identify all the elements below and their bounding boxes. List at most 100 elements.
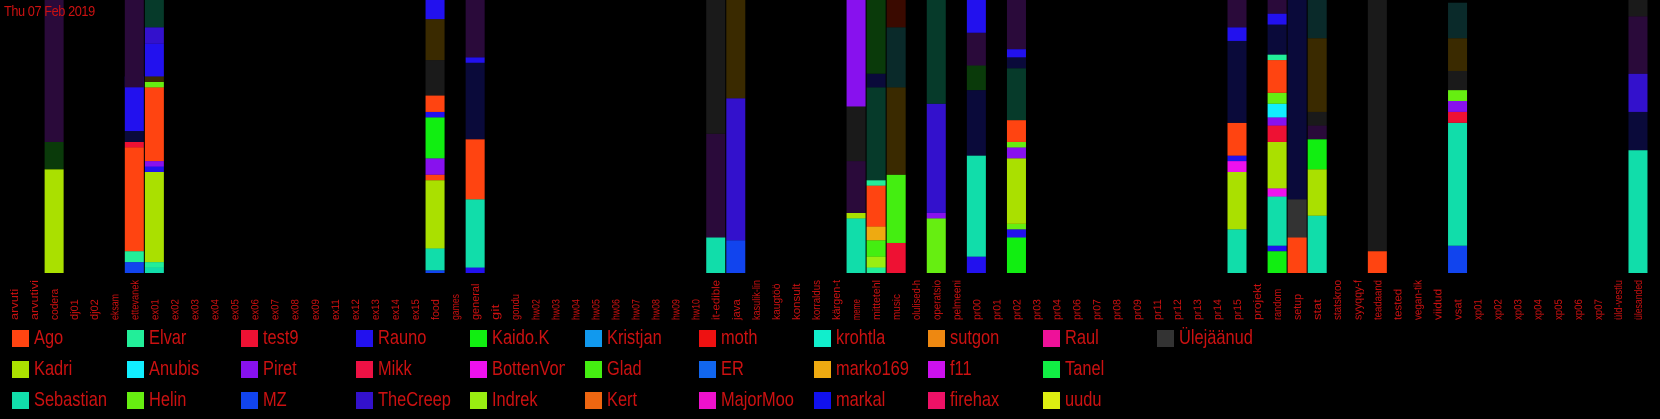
legend-swatch	[355, 391, 373, 409]
bar-segment	[886, 174, 906, 243]
x-tick-label: ex04	[210, 299, 222, 320]
bar-segment	[1227, 40, 1247, 123]
legend-label: moth	[721, 326, 758, 349]
bar-segment	[886, 87, 906, 175]
legend-item: Kaido.K	[470, 324, 581, 352]
legend-item: MajorMoopsy	[699, 386, 810, 414]
bar-segment	[1006, 120, 1026, 142]
bar-segment	[1227, 229, 1247, 273]
legend-item: Kert	[584, 386, 696, 414]
bar-segment	[866, 87, 886, 181]
x-tick-label: ex13	[370, 299, 382, 320]
bar-segment	[886, 0, 906, 28]
x-tick-label: pr13	[1192, 299, 1204, 320]
bar-segment	[846, 212, 866, 219]
legend-swatch	[126, 391, 144, 409]
x-tick-label: pr07	[1092, 299, 1104, 320]
bar-segment	[124, 76, 144, 132]
legend-swatch	[12, 360, 29, 378]
bar-segment	[706, 237, 726, 273]
x-tick-label: mittetehl	[871, 280, 883, 320]
x-tick-label: konsult	[791, 284, 803, 320]
bar-segment	[1448, 122, 1468, 246]
bar-segment	[846, 161, 866, 213]
legend-swatch	[584, 391, 602, 409]
bar-segment	[1006, 237, 1026, 273]
legend-swatch	[126, 329, 144, 347]
bar-segment	[1267, 0, 1287, 14]
legend-item: Rauno	[355, 324, 467, 352]
x-tick-label: eksam	[109, 294, 121, 320]
bar-segment	[144, 262, 164, 268]
x-tick-label: kärgen-t	[831, 280, 843, 320]
bar-segment	[1227, 171, 1247, 230]
x-tick-label: dj01	[69, 299, 81, 320]
bar-segment	[124, 131, 144, 142]
legend-label: firehax	[950, 388, 1000, 411]
x-tick-label: hw02	[530, 299, 542, 320]
bar-segment	[1367, 251, 1387, 273]
bar-segment	[1307, 38, 1327, 112]
legend-label: MZ	[263, 388, 287, 411]
bar-segment	[124, 147, 144, 252]
legend-swatch	[1042, 391, 1060, 409]
legend-label: Kaido.K	[492, 326, 550, 349]
bar-segment	[1267, 245, 1287, 252]
bar-vsat	[1448, 2, 1468, 273]
legend-item: ER	[699, 355, 810, 383]
legend-item: firehax	[928, 386, 1039, 414]
x-tick-label: general	[470, 284, 482, 320]
x-tick-label: git	[490, 304, 502, 320]
legend-item: moth	[699, 324, 810, 352]
x-tick-label: ex03	[189, 299, 201, 320]
x-tick-label: xp03	[1513, 299, 1525, 320]
bar-segment	[1006, 147, 1026, 159]
x-tick-label: hw04	[570, 299, 582, 320]
legend-item: Kadri	[12, 355, 123, 383]
bar-segment	[1006, 223, 1026, 230]
bar-segment	[1628, 73, 1648, 112]
x-tick-label: xp01	[1473, 299, 1485, 320]
x-tick-label: ex08	[290, 299, 302, 320]
legend-item: Mikk	[355, 355, 467, 383]
legend-swatch	[813, 391, 831, 409]
x-tick-label: pr02	[1011, 299, 1023, 320]
bar-segment	[966, 90, 986, 156]
bar-segment	[1307, 169, 1327, 216]
bar-segment	[866, 185, 886, 227]
legend-swatch	[355, 329, 373, 347]
bar-segment	[465, 267, 485, 273]
legend-swatch	[813, 329, 831, 347]
x-tick-label: ettevanek	[129, 280, 141, 320]
bar-segment	[1267, 188, 1287, 197]
x-tick-label: pr06	[1072, 299, 1084, 320]
bar-segment	[144, 267, 164, 273]
x-tick-label: ex07	[270, 299, 282, 320]
bar-segment	[144, 161, 164, 167]
bar-segment	[846, 218, 866, 273]
stacked-bar-chart: arvuti arvutivi codera dj01 dj02 eksam ettevan…	[9, 0, 1648, 321]
legend-swatch	[470, 391, 487, 409]
bar-segment	[1448, 111, 1468, 123]
bar-segment	[866, 267, 886, 273]
bar-segment	[44, 169, 64, 273]
legend-item: TheCreepySh	[355, 386, 467, 414]
bar-segment	[866, 240, 886, 257]
bar-segment	[1287, 199, 1307, 238]
bar-segment	[1448, 245, 1468, 273]
x-tick-label: xp07	[1593, 299, 1605, 320]
bar-segment	[144, 43, 164, 77]
bar-segment	[1006, 49, 1026, 58]
legend-label: ER	[721, 357, 744, 380]
legend-label: sutgon	[950, 326, 1000, 349]
bar-segment	[465, 0, 485, 58]
bar-segment	[425, 60, 445, 96]
x-tick-label: statskroo	[1332, 280, 1344, 320]
bar-segment	[425, 158, 445, 175]
bar-music	[886, 0, 906, 273]
bar-segment	[144, 171, 164, 263]
legend-label: test9	[263, 326, 299, 349]
bar-segment	[1267, 24, 1287, 55]
legend-item: MZ	[241, 386, 352, 414]
bar-segment	[144, 27, 164, 44]
